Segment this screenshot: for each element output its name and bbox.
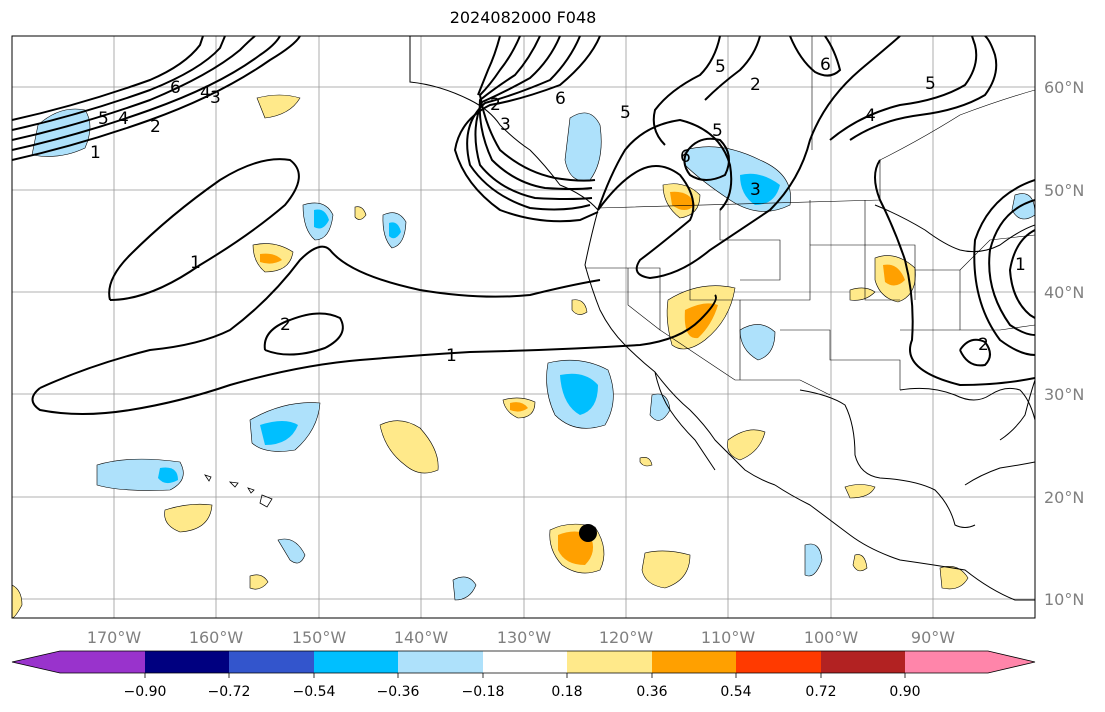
svg-text:4: 4	[118, 109, 129, 129]
colorbar-tick: −0.90	[124, 684, 167, 700]
colorbar-tick: −0.72	[208, 684, 251, 700]
colorbar-bin	[229, 651, 314, 673]
colorbar-tick: 0.54	[720, 684, 751, 700]
colorbar-bin	[314, 651, 398, 673]
anomaly-fills	[12, 94, 1035, 618]
colorbar-outline	[11, 650, 1036, 674]
map-title: 2024082000 F048	[449, 8, 597, 27]
svg-text:3: 3	[210, 88, 221, 108]
colorbar-tick: −0.36	[377, 684, 420, 700]
lat-label: 10°N	[1044, 590, 1084, 609]
colorbar-bin	[567, 651, 652, 673]
svg-text:6: 6	[820, 55, 831, 75]
colorbar-tick: −0.54	[293, 684, 336, 700]
colorbar-bin	[398, 651, 483, 673]
svg-text:6: 6	[680, 147, 691, 167]
lon-label: 130°W	[497, 628, 552, 647]
lat-label: 20°N	[1044, 488, 1084, 507]
svg-text:3: 3	[500, 115, 511, 135]
lon-label: 150°W	[292, 628, 347, 647]
svg-text:1: 1	[446, 346, 457, 366]
svg-text:5: 5	[925, 74, 936, 94]
lon-label: 110°W	[701, 628, 756, 647]
svg-text:2: 2	[280, 315, 291, 335]
svg-text:4: 4	[200, 83, 211, 103]
contour-labels: 1 2 1 1 2 3 4 5 6 2 3 4 5 6 6 5 5 3 2 1 …	[90, 55, 1026, 366]
colorbar-bin	[60, 651, 145, 673]
height-contours	[12, 36, 1035, 415]
colorbar-bin	[652, 651, 736, 673]
svg-text:5: 5	[712, 121, 723, 141]
colorbar-extend-high	[988, 651, 1035, 673]
colorbar-tick: −0.18	[462, 684, 505, 700]
svg-text:5: 5	[98, 109, 109, 129]
colorbar-bin	[905, 651, 988, 673]
lon-label: 140°W	[394, 628, 449, 647]
svg-text:2: 2	[978, 335, 989, 355]
colorbar-tick: 0.72	[805, 684, 836, 700]
svg-text:6: 6	[170, 78, 181, 98]
colorbar-extend-low	[12, 651, 60, 673]
svg-text:5: 5	[620, 103, 631, 123]
svg-text:2: 2	[750, 75, 761, 95]
svg-text:6: 6	[555, 89, 566, 109]
colorbar-tick: 0.18	[551, 684, 582, 700]
lon-label: 120°W	[599, 628, 654, 647]
colorbar-bin	[483, 651, 567, 673]
lon-label: 100°W	[804, 628, 859, 647]
svg-text:2: 2	[150, 117, 161, 137]
coastlines	[409, 36, 1035, 601]
svg-text:2: 2	[490, 95, 501, 115]
colorbar-tick: 0.90	[889, 684, 920, 700]
colorbar: −0.90 −0.72 −0.54 −0.36 −0.18 0.18 0.36 …	[11, 650, 1036, 700]
colorbar-tick: 0.36	[636, 684, 667, 700]
svg-text:1: 1	[190, 253, 201, 273]
longitude-labels: 170°W 160°W 150°W 140°W 130°W 120°W 110°…	[87, 628, 955, 647]
colorbar-bin	[821, 651, 905, 673]
svg-text:1: 1	[90, 143, 101, 163]
svg-text:1: 1	[1015, 255, 1026, 275]
lon-label: 170°W	[87, 628, 142, 647]
lat-label: 50°N	[1044, 181, 1084, 200]
colorbar-bin	[736, 651, 821, 673]
lat-label: 60°N	[1044, 78, 1084, 97]
lon-label: 160°W	[189, 628, 244, 647]
svg-text:3: 3	[750, 180, 761, 200]
colorbar-bin	[145, 651, 229, 673]
map-frame	[11, 35, 1036, 619]
hawaii-islands	[204, 474, 273, 508]
svg-text:4: 4	[865, 106, 876, 126]
latitude-labels: 60°N 50°N 40°N 30°N 20°N 10°N	[1044, 78, 1084, 609]
svg-text:5: 5	[715, 57, 726, 77]
lon-label: 90°W	[911, 628, 955, 647]
lat-label: 30°N	[1044, 385, 1084, 404]
storm-center-dot	[579, 524, 597, 542]
lat-label: 40°N	[1044, 283, 1084, 302]
